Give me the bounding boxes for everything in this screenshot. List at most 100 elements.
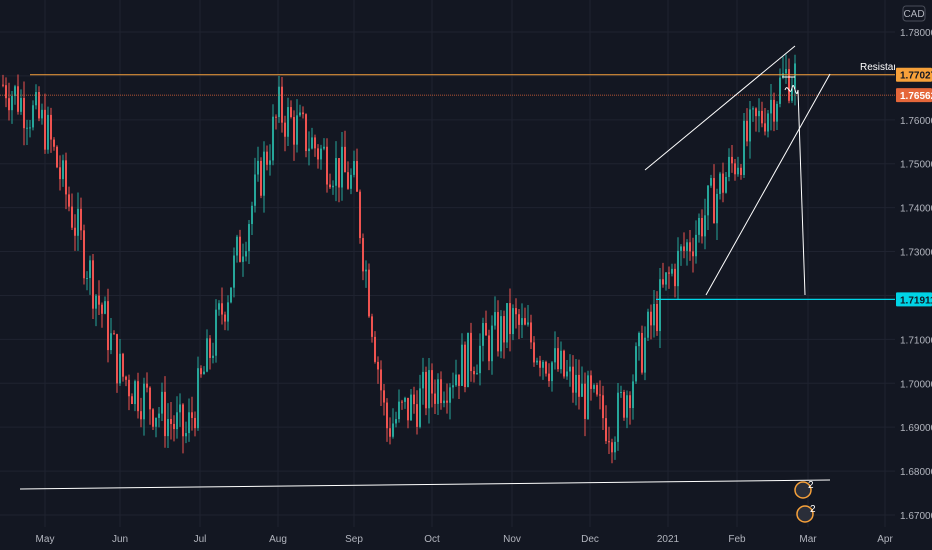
wedge-lower-trendline	[705, 73, 831, 296]
candle-body	[449, 387, 451, 403]
candle-body	[341, 146, 343, 188]
candle-body	[266, 151, 268, 165]
candle-body	[653, 303, 655, 326]
candle-body	[101, 304, 103, 314]
x-tick-label: Aug	[269, 534, 287, 545]
candle-body	[80, 208, 82, 231]
candle-body	[191, 412, 193, 418]
candle-body	[113, 333, 115, 335]
candle-body	[107, 301, 109, 351]
candle-body	[740, 167, 742, 175]
candle-body	[311, 137, 313, 149]
candle-body	[134, 381, 136, 405]
candle-body	[791, 88, 793, 101]
candle-body	[599, 394, 601, 396]
candle-body	[278, 86, 280, 118]
candle-body	[305, 114, 307, 152]
candle-body	[68, 194, 70, 207]
candle-body	[116, 334, 118, 384]
candle-body	[353, 161, 355, 175]
currency-badge[interactable]: CAD	[902, 5, 926, 22]
candle-body	[614, 441, 616, 453]
event-markers[interactable]: 22	[794, 480, 816, 523]
candle-body	[140, 411, 142, 420]
candle-body	[674, 268, 676, 287]
candle-body	[332, 185, 334, 188]
candle-body	[185, 433, 187, 437]
candle-body	[515, 308, 517, 315]
x-tick-label: Nov	[503, 534, 521, 545]
y-tick-label: 1.73000	[900, 248, 932, 259]
candle-body	[719, 173, 721, 194]
candle-body	[473, 371, 475, 375]
candle-body	[359, 191, 361, 239]
candle-body	[650, 311, 652, 326]
candle-body	[5, 85, 7, 99]
candle-body	[695, 234, 697, 257]
candle-body	[350, 174, 352, 189]
y-tick-label: 1.75000	[900, 160, 932, 171]
candle-body	[497, 312, 499, 352]
candle-body	[23, 97, 25, 129]
candle-body	[176, 412, 178, 430]
time-axis[interactable]: May Jun Jul Aug Sep Oct Nov Dec 2021 Feb Mar Apr	[36, 534, 894, 545]
candle-body	[581, 383, 583, 397]
candle-body	[95, 295, 97, 309]
x-tick-label: Oct	[424, 534, 440, 545]
candle-body	[560, 350, 562, 370]
candle-body	[407, 397, 409, 421]
event-marker-icon	[794, 481, 812, 499]
candle-body	[104, 301, 106, 314]
candle-body	[245, 251, 247, 257]
candle-body	[230, 287, 232, 303]
candle-body	[221, 303, 223, 315]
candle-body	[344, 146, 346, 173]
candle-body	[317, 148, 319, 160]
candle-body	[155, 417, 157, 427]
candle-body	[656, 303, 658, 332]
candle-body	[2, 84, 4, 86]
candle-body	[389, 428, 391, 437]
candle-body	[149, 387, 151, 410]
candle-body	[569, 366, 571, 372]
candle-body	[521, 318, 523, 325]
candle-body	[203, 371, 205, 375]
candle-body	[584, 383, 586, 419]
candle-body	[377, 361, 379, 370]
candle-body	[779, 77, 781, 104]
candle-body	[131, 396, 133, 405]
y-tick-label: 1.71000	[900, 335, 932, 346]
y-tick-label: 1.74000	[900, 204, 932, 215]
candle-body	[47, 114, 49, 150]
candle-body	[248, 224, 250, 252]
candle-body	[38, 92, 40, 119]
candle-body	[794, 63, 796, 89]
price-axis[interactable]: 1.780001.770001.760001.750001.740001.730…	[895, 0, 932, 550]
candle-body	[209, 338, 211, 358]
projection-path	[784, 85, 806, 296]
candle-body	[725, 176, 727, 193]
candle-body	[566, 371, 568, 377]
candle-body	[455, 374, 457, 386]
candle-body	[494, 312, 496, 326]
candle-body	[53, 139, 55, 147]
candle-body	[8, 98, 10, 111]
candle-body	[263, 151, 265, 196]
candle-body	[143, 383, 145, 420]
candle-body	[428, 370, 430, 409]
price-tag-resistance	[896, 67, 932, 82]
candle-body	[50, 114, 52, 140]
candle-body	[227, 302, 229, 322]
candle-body	[212, 355, 214, 358]
candle-body	[440, 379, 442, 404]
candle-body	[665, 272, 667, 285]
candle-body	[398, 401, 400, 420]
candle-body	[338, 158, 340, 188]
candle-body	[365, 269, 367, 272]
candle-body	[281, 86, 283, 123]
candle-body	[293, 117, 295, 145]
y-tick-label: 1.69000	[900, 423, 932, 434]
candle-body	[731, 156, 733, 164]
candle-body	[182, 404, 184, 437]
